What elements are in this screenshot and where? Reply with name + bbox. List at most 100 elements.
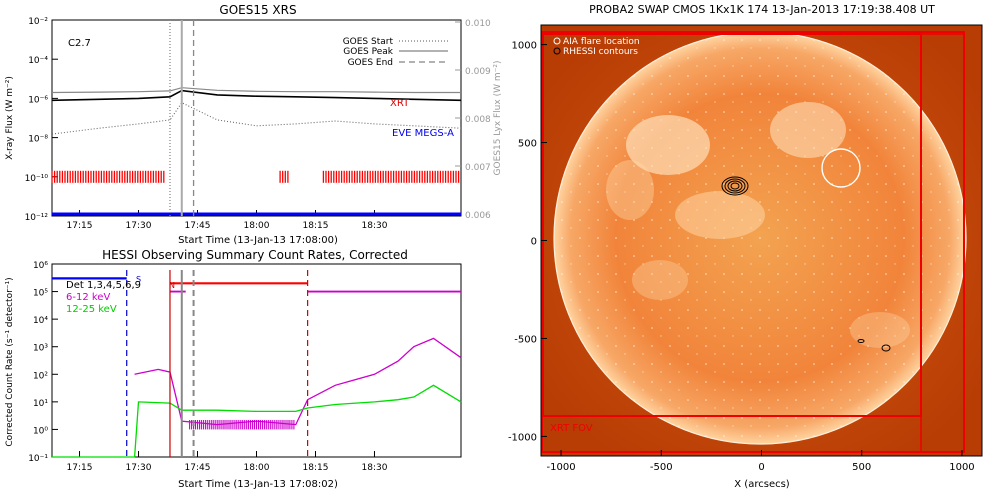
- hessi-xtick-label: 17:30: [126, 463, 152, 473]
- hessi-ytick-label: 10⁴: [33, 316, 48, 326]
- goes-y2tick-label: 0.008: [465, 115, 491, 125]
- swap-fov-label: XRT FOV: [550, 423, 593, 434]
- goes-xtick-label: 18:30: [362, 221, 388, 231]
- goes-right-axis: 0.010 0.009 0.008 0.007 0.006: [455, 19, 491, 221]
- hessi-panel: HESSI Observing Summary Count Rates, Cor…: [5, 248, 462, 490]
- goes-ytick-label: 10⁻⁶: [28, 95, 48, 105]
- swap-legend: AIA flare location RHESSI contours: [553, 37, 640, 57]
- goes-y2tick-label: 0.007: [465, 163, 491, 173]
- goes-ytick-label: 10⁻⁴: [28, 56, 48, 66]
- hessi-marker-n: N: [169, 281, 175, 290]
- hessi-ytick-label: 10³: [33, 344, 48, 354]
- sun-texture: [554, 32, 966, 444]
- goes-legend-end: GOES End: [348, 58, 393, 68]
- goes-xtick-label: 17:15: [67, 221, 93, 231]
- active-region-1: [626, 115, 710, 175]
- swap-ytick-label: 1000: [512, 41, 537, 52]
- goes-y2tick-label: 0.006: [465, 211, 491, 221]
- hessi-ytick-label: 10⁶: [33, 261, 48, 271]
- hessi-xtick-label: 17:15: [67, 463, 93, 473]
- goes-series-line: [51, 87, 461, 94]
- hessi-xtick-label: 18:00: [244, 463, 270, 473]
- swap-legend-rhessi: RHESSI contours: [563, 47, 638, 57]
- goes-xtick-label: 17:30: [126, 221, 152, 231]
- goes-legend-peak: GOES Peak: [343, 47, 393, 57]
- swap-xtick-label: -500: [650, 462, 673, 473]
- goes-legend: GOES Start GOES Peak GOES End: [343, 37, 448, 68]
- goes-ylabel-right: GOES15 Lyx Flux (W m⁻²): [493, 61, 503, 176]
- hessi-series-line: [134, 337, 462, 426]
- swap-legend-aia: AIA flare location: [563, 37, 640, 47]
- active-region-3: [675, 191, 765, 239]
- goes-series-line: [51, 89, 462, 102]
- swap-xtick-label: 500: [852, 462, 871, 473]
- swap-ytick-label: -500: [514, 334, 537, 345]
- swap-title: PROBA2 SWAP CMOS 1Kx1K 174 13-Jan-2013 1…: [589, 3, 935, 16]
- goes-xlabel: Start Time (13-Jan-13 17:08:00): [178, 235, 338, 246]
- swap-xlabel: X (arcsecs): [734, 479, 790, 490]
- hessi-ytick-label: 10⁵: [33, 289, 48, 299]
- goes-xtick-label: 18:15: [303, 221, 329, 231]
- goes-series-line: [51, 101, 462, 135]
- hessi-series: [52, 270, 462, 458]
- hessi-ytick-label: 10¹: [33, 399, 48, 409]
- goes-eve-label: EVE MEGS-A: [392, 128, 454, 139]
- rhessi-contour-6: [857, 339, 865, 343]
- swap-ytick-label: -1000: [508, 432, 537, 443]
- aia-flare-circle: [821, 148, 861, 188]
- hessi-ytick-label: 10⁻¹: [28, 454, 48, 464]
- hessi-legend-6-12: 6-12 keV: [66, 292, 110, 303]
- swap-legend-rhessi-icon: [553, 47, 561, 55]
- swap-xtick-label: 0: [758, 462, 764, 473]
- hessi-ytick-label: 10⁰: [33, 426, 48, 436]
- goes-panel: GOES15 XRS 10⁻² 10⁻⁴ 10⁻⁶ 10⁻⁸ 10⁻¹⁰ 10⁻¹² 0.…: [5, 3, 503, 246]
- swap-axes: -1000 -500 0 500 1000 1000 500 0 -500 -1000: [508, 41, 975, 473]
- hessi-xlabel: Start Time (13-Jan-13 17:08:02): [178, 479, 338, 490]
- goes-ylabel-left: X-ray Flux (W m⁻²): [5, 76, 15, 160]
- hessi-legend-det: Det 1,3,4,5,6,9: [66, 280, 141, 291]
- hessi-y-axis: 10⁶ 10⁵ 10⁴ 10³ 10² 10¹ 10⁰ 10⁻¹: [28, 261, 58, 464]
- goes-xtick-label: 18:00: [244, 221, 270, 231]
- swap-panel: PROBA2 SWAP CMOS 1Kx1K 174 13-Jan-2013 1…: [508, 3, 983, 490]
- goes-xtick-label: 17:45: [185, 221, 211, 231]
- hessi-legend-12-25: 12-25 keV: [66, 304, 117, 315]
- hessi-xtick-label: 17:45: [185, 463, 211, 473]
- hessi-marker-s: S: [136, 275, 141, 284]
- active-region-2: [770, 102, 846, 158]
- goes-ytick-label: 10⁻²: [28, 17, 48, 27]
- rhessi-contour-2: [724, 178, 746, 194]
- swap-ytick-label: 0: [531, 237, 537, 248]
- swap-ytick-label: 500: [518, 139, 537, 150]
- hessi-ylabel: Corrected Count Rate (s⁻¹ detector⁻¹): [5, 277, 15, 446]
- hessi-xtick-label: 18:15: [303, 463, 329, 473]
- rhessi-contour-1: [721, 176, 749, 196]
- goes-series: [51, 20, 462, 216]
- rhessi-contour-5: [881, 344, 891, 352]
- active-region-5: [850, 312, 910, 348]
- active-region-6: [606, 160, 654, 220]
- goes-class-label: C2.7: [68, 38, 91, 49]
- hessi-title: HESSI Observing Summary Count Rates, Cor…: [102, 248, 408, 262]
- goes-ytick-label: 10⁻¹⁰: [25, 174, 49, 184]
- hessi-x-axis: 17:15 17:30 17:45 18:00 18:15 18:30: [67, 451, 388, 473]
- goes-ytick-label: 10⁻⁸: [28, 135, 48, 145]
- rhessi-contour-3: [727, 180, 743, 192]
- goes-y2tick-label: 0.010: [465, 19, 491, 29]
- goes-y2tick-label: 0.009: [465, 67, 491, 77]
- rhessi-contour-4: [730, 182, 740, 190]
- hessi-series-line: [52, 384, 462, 458]
- rhessi-contours: [721, 176, 891, 352]
- swap-xtick-label: -1000: [547, 462, 576, 473]
- goes-ytick-label: 10⁻¹²: [25, 213, 49, 223]
- goes-legend-start: GOES Start: [343, 37, 394, 47]
- swap-legend-aia-icon: [553, 37, 561, 45]
- xrt-fov-box-right: [920, 33, 965, 453]
- goes-left-axis: 10⁻² 10⁻⁴ 10⁻⁶ 10⁻⁸ 10⁻¹⁰ 10⁻¹²: [25, 17, 58, 223]
- goes-title: GOES15 XRS: [219, 3, 296, 17]
- goes-plot-frame: [51, 19, 462, 217]
- hessi-ytick-label: 10²: [33, 371, 48, 381]
- goes-xrt-label: XRT: [390, 98, 410, 109]
- swap-image: [541, 25, 982, 456]
- hessi-legend: Det 1,3,4,5,6,9 6-12 keV 12-25 keV: [66, 280, 141, 315]
